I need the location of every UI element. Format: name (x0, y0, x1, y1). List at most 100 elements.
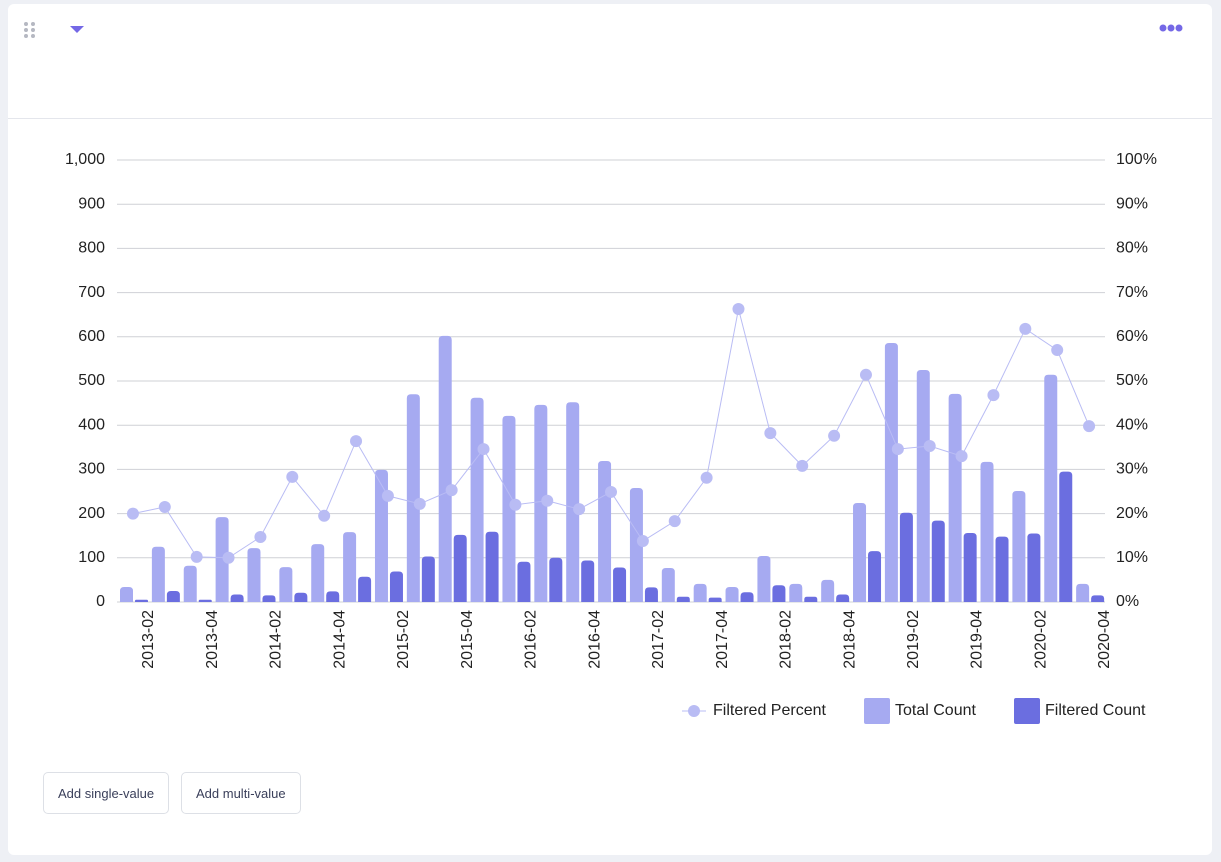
bar (899, 512, 913, 602)
line-point (923, 439, 936, 452)
bar (1044, 374, 1058, 602)
bar (183, 565, 197, 602)
bar (247, 548, 261, 602)
bar (294, 592, 308, 602)
bar (884, 342, 898, 602)
collapse-caret[interactable] (70, 26, 84, 33)
line-point (381, 489, 394, 502)
more-menu[interactable] (1159, 24, 1183, 32)
bar (534, 404, 548, 602)
bar (868, 551, 882, 602)
y-tick-label: 100 (78, 549, 105, 566)
legend-label: Filtered Percent (713, 702, 826, 719)
bar (470, 397, 484, 602)
bar (821, 579, 835, 602)
line-point (732, 302, 745, 315)
bar (485, 531, 499, 602)
x-tick-label: 2015-02 (395, 610, 412, 669)
line-point (254, 531, 267, 544)
x-tick-label: 2015-04 (459, 610, 476, 669)
legend-label: Filtered Count (1045, 702, 1146, 719)
bar (166, 590, 180, 602)
line-point (1019, 322, 1032, 335)
bar (1059, 471, 1073, 602)
x-tick-label: 2020-02 (1032, 610, 1049, 669)
line-point (445, 484, 458, 497)
bar (566, 402, 580, 602)
y2-tick-label: 20% (1116, 505, 1148, 522)
line-point (190, 550, 203, 563)
y-tick-label: 800 (78, 240, 105, 257)
bar (598, 461, 612, 602)
line-point (477, 443, 490, 456)
line-point (573, 503, 586, 516)
line-point (828, 429, 841, 442)
bar (311, 544, 325, 602)
y-tick-label: 1,000 (65, 151, 105, 168)
line-point (1051, 344, 1064, 357)
bar (757, 556, 771, 602)
bar (215, 517, 229, 602)
bar (948, 393, 962, 602)
bar (916, 369, 930, 602)
bar (343, 532, 357, 602)
line-point (668, 515, 681, 528)
y2-tick-label: 70% (1116, 284, 1148, 301)
line-point (286, 470, 299, 483)
y-tick-label: 200 (78, 505, 105, 522)
legend-swatch (864, 698, 890, 724)
y-tick-label: 0 (96, 593, 105, 610)
bar (661, 567, 675, 602)
legend-label: Total Count (895, 702, 976, 719)
bar (708, 597, 722, 602)
line-point (222, 551, 235, 564)
bar (358, 576, 372, 602)
bar (1027, 533, 1041, 602)
bar (613, 567, 627, 602)
line-point (955, 450, 968, 463)
legend-swatch (1014, 698, 1040, 724)
bar (963, 533, 977, 602)
bar (693, 583, 707, 602)
bar (517, 561, 531, 602)
bar (980, 461, 994, 602)
add-multi-value-button[interactable]: Add multi-value (181, 772, 301, 814)
bar (836, 594, 850, 602)
bar (772, 585, 786, 602)
y2-tick-label: 40% (1116, 416, 1148, 433)
bar (789, 583, 803, 602)
y2-tick-label: 80% (1116, 240, 1148, 257)
x-tick-label: 2019-02 (905, 610, 922, 669)
line-point (636, 535, 649, 548)
bar (135, 599, 148, 602)
add-single-value-button[interactable]: Add single-value (43, 772, 170, 814)
bar (453, 534, 467, 602)
x-tick-label: 2019-04 (969, 610, 986, 669)
x-tick-label: 2014-02 (268, 610, 285, 669)
y-tick-label: 300 (78, 461, 105, 478)
y2-tick-label: 0% (1116, 593, 1139, 610)
bar (853, 502, 867, 602)
y2-tick-label: 100% (1116, 151, 1157, 168)
line-point (605, 485, 617, 498)
x-tick-label: 2017-02 (650, 610, 667, 669)
y2-tick-label: 30% (1116, 461, 1148, 478)
line-point (700, 471, 713, 484)
y2-tick-label: 10% (1116, 549, 1148, 566)
bar (1091, 595, 1105, 602)
bar (644, 587, 658, 602)
bar (151, 546, 165, 602)
bar (549, 557, 563, 602)
bar (502, 415, 516, 602)
x-tick-label: 2017-04 (714, 610, 731, 669)
line-point (350, 435, 363, 448)
x-tick-label: 2013-04 (204, 610, 221, 669)
bar (120, 586, 133, 602)
bar (198, 599, 212, 602)
bar (995, 536, 1009, 602)
drag-handle[interactable] (24, 22, 35, 38)
bar (725, 586, 739, 602)
bar (262, 595, 276, 602)
x-tick-label: 2014-04 (331, 610, 348, 669)
